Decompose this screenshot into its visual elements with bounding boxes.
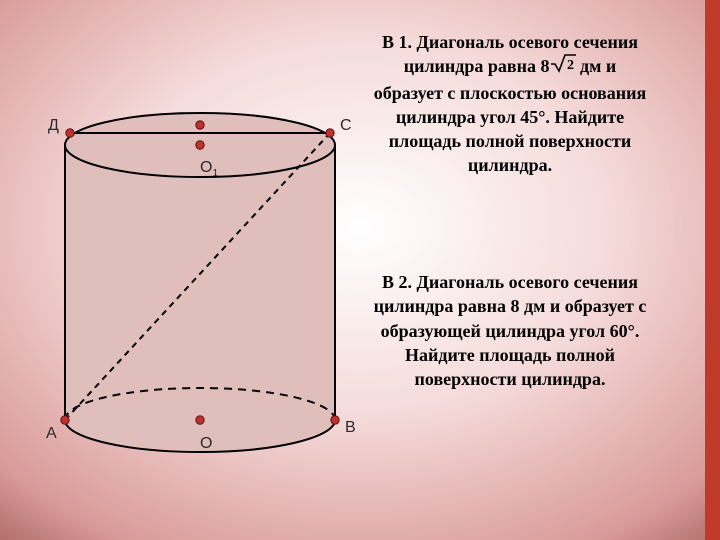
- label-c: С: [340, 117, 352, 134]
- point-top-center-back: [196, 121, 204, 129]
- point-o: [196, 416, 204, 424]
- point-b: [331, 416, 339, 424]
- cylinder-side-fill: [65, 145, 335, 452]
- label-o: O: [200, 435, 212, 452]
- point-d: [66, 129, 74, 137]
- label-a: А: [46, 425, 57, 442]
- sqrt-icon: 2: [550, 53, 576, 79]
- problem-1: В 1. Диагональ осевого сечения цилиндра …: [370, 30, 650, 178]
- label-b: В: [345, 419, 356, 436]
- problem-2: В 2. Диагональ осевого сечения цилиндра …: [370, 270, 650, 391]
- point-a: [61, 416, 69, 424]
- svg-text:2: 2: [567, 58, 574, 73]
- label-d: Д: [48, 117, 59, 134]
- accent-bar: [705, 0, 720, 540]
- point-c: [326, 129, 334, 137]
- point-o1: [196, 141, 204, 149]
